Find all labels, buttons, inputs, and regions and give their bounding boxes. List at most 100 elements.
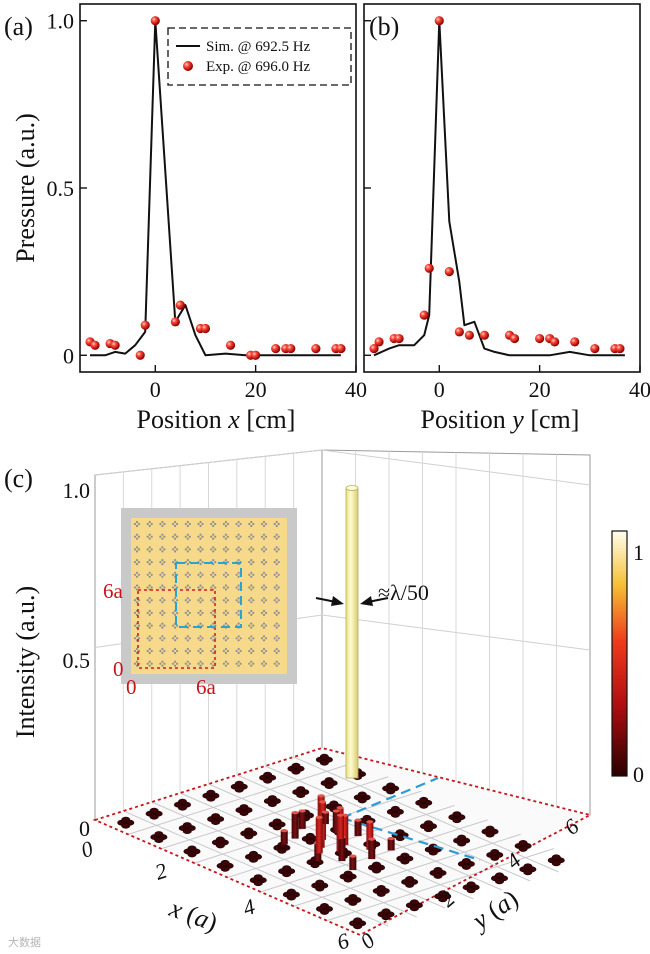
inset-lattice-dot (275, 550, 278, 553)
scatterer-disk (371, 867, 381, 874)
scatterer-disk (319, 909, 329, 915)
inset-lattice-dot (186, 575, 189, 578)
scatterer-disk (149, 807, 159, 814)
inset-lattice-dot (264, 586, 268, 589)
inset-lattice-dot (210, 649, 213, 653)
inset-lattice-dot (239, 535, 242, 538)
inset-lattice-dot (199, 597, 202, 600)
inset-lattice-dot (248, 561, 251, 564)
inset-lattice-dot (197, 522, 200, 526)
inset-lattice-dot (277, 599, 280, 602)
inset-lattice-dot (237, 635, 240, 638)
inset-lattice-dot (222, 611, 225, 615)
inset-lattice-dot (186, 647, 189, 651)
inset-lattice-dot (176, 637, 179, 640)
x-tick-4: 4 (240, 894, 258, 921)
inset-lattice-dot (159, 662, 162, 665)
inset-lattice-dot (235, 522, 238, 526)
inset-lattice-dot (277, 611, 280, 615)
inset-lattice-dot (262, 559, 266, 562)
inset-lattice-dot (235, 649, 238, 653)
scatterer-disk (215, 836, 225, 843)
inset-lattice-dot (161, 563, 164, 566)
inset-lattice-dot (148, 537, 151, 540)
inset-lattice-dot (237, 537, 240, 540)
intensity-bar-cap (291, 811, 299, 815)
inset-lattice-dot (226, 637, 229, 640)
inset-lattice-dot (250, 524, 253, 528)
inset-lattice-dot (237, 588, 240, 591)
inset-lattice-dot (176, 649, 179, 653)
inset-lattice-dot (150, 586, 153, 589)
inset-lattice-dot (150, 662, 153, 665)
inset-lattice-dot (135, 571, 139, 574)
inset-lattice-dot (250, 597, 253, 600)
inset-lattice-dot (224, 524, 227, 528)
scatterer-cluster (547, 854, 565, 867)
inset-lattice-dot (201, 561, 204, 564)
inset-lattice-dot (137, 548, 141, 551)
inset-lattice-dot (174, 584, 177, 587)
inset-lattice-dot (212, 584, 215, 587)
floor-boundary (92, 747, 593, 936)
inset-lattice-dot (146, 649, 149, 653)
scatterer-cluster (292, 786, 310, 798)
inset-lattice-dot (250, 550, 253, 553)
inset-lattice-dot (226, 522, 229, 526)
inset-lattice-dot (275, 588, 278, 591)
inset-lattice-dot (262, 609, 266, 613)
panel-b-frame (363, 3, 641, 373)
inset-lattice-dot (252, 522, 255, 526)
inset-lattice-dot (212, 550, 215, 553)
inset-lattice-dot (275, 635, 278, 638)
exp-data-point (135, 350, 145, 360)
inset-lattice-dot (135, 588, 139, 591)
inset-lattice-dot (186, 622, 189, 625)
x-tick-label: 0 (434, 377, 445, 402)
inset-lattice-dot (275, 626, 278, 629)
inset-lattice-dot (199, 647, 202, 651)
inset-lattice-dot (237, 559, 240, 562)
inset-lattice-dot (186, 601, 189, 604)
inset-lattice-dot (174, 639, 177, 642)
inset-lattice-dot (252, 624, 255, 627)
scatterer-cluster (486, 849, 504, 861)
inset-lattice-dot (275, 584, 278, 587)
inset-lattice-dot (214, 522, 217, 526)
inset-lattice-dot (161, 520, 164, 524)
intensity-bar (291, 811, 299, 839)
inset-label-6a-horizontal: 6a (196, 675, 217, 699)
scatterer-cluster (462, 881, 480, 894)
y-tick-0: 0 (355, 928, 379, 954)
exp-data-point (336, 343, 346, 354)
inset-lattice-dot (163, 548, 166, 551)
inset-lattice-dot (148, 660, 151, 663)
floor-gridline (293, 756, 559, 873)
exp-data-point (110, 340, 120, 350)
inset-lattice-dot (210, 662, 213, 665)
inset-lattice-dot (275, 664, 278, 667)
inset-lattice-dot (186, 533, 189, 536)
scatterer-disk (211, 813, 221, 819)
inset-lattice-dot (174, 660, 177, 663)
inset-lattice-dot (264, 649, 268, 653)
scatterer-cluster (183, 845, 201, 858)
inset-lattice-dot (260, 548, 264, 551)
scatterer-disk (249, 856, 259, 863)
inset-lattice-dot (262, 546, 266, 549)
floor-gridline (293, 833, 521, 907)
scatterer-disk (395, 835, 405, 842)
inset-lattice-dot (264, 548, 268, 551)
inset-lattice-dot (161, 601, 164, 604)
sim-series-line (373, 19, 625, 357)
panel-a: (a) 0 20 40 0 0.5 1.0 Sim. @ 692.5 Hz Exp. @ … (4, 3, 367, 434)
inset-lattice-dot (277, 522, 280, 526)
scatterer-disk (405, 882, 415, 888)
intensity-bar-cap (354, 818, 362, 822)
scatterer-disk (220, 865, 230, 872)
inset-lattice-dot (235, 548, 238, 551)
scatterer-disk (485, 825, 495, 832)
inset-lattice-dot (237, 524, 240, 528)
inset-lattice-dot (273, 522, 276, 526)
inset-lattice-dot (248, 573, 251, 576)
